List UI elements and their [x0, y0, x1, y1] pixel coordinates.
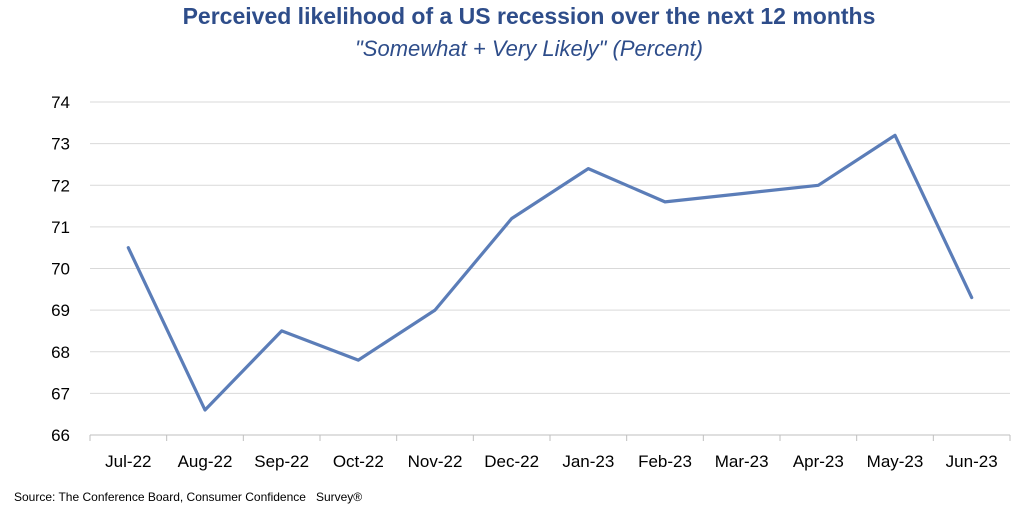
x-tick-label: Apr-23 — [793, 452, 844, 471]
x-axis — [89, 434, 1011, 441]
series-lines — [126, 133, 974, 412]
gridlines — [90, 101, 1010, 394]
x-tick-label: Aug-22 — [178, 452, 233, 471]
x-tick-label: May-23 — [867, 452, 924, 471]
y-tick-label: 72 — [51, 176, 70, 195]
series-line — [126, 133, 974, 412]
x-tick-label: Jan-23 — [562, 452, 614, 471]
y-tick-label: 70 — [51, 260, 70, 279]
y-tick-label: 73 — [51, 135, 70, 154]
source-note: Source: The Conference Board, Consumer C… — [14, 490, 363, 504]
y-tick-label: 71 — [51, 218, 70, 237]
x-tick-label: Sep-22 — [254, 452, 309, 471]
x-tick-label: Dec-22 — [484, 452, 539, 471]
x-tick-label: Jul-22 — [105, 452, 151, 471]
y-tick-label: 67 — [51, 384, 70, 403]
x-tick-label: Feb-23 — [638, 452, 692, 471]
y-tick-label: 74 — [51, 93, 70, 112]
x-tick-label: Jun-23 — [946, 452, 998, 471]
y-tick-label: 68 — [51, 343, 70, 362]
x-tick-label: Oct-22 — [333, 452, 384, 471]
y-axis-tick-labels: 66 67 68 69 70 71 72 73 74 — [51, 93, 70, 445]
chart-subtitle: "Somewhat + Very Likely" (Percent) — [355, 36, 703, 61]
y-tick-label: 66 — [51, 426, 70, 445]
y-tick-label: 69 — [51, 301, 70, 320]
x-axis-tick-labels: Jul-22 Aug-22 Sep-22 Oct-22 Nov-22 Dec-22 Jan-… — [105, 452, 997, 471]
x-tick-label: Mar-23 — [715, 452, 769, 471]
chart-title: Perceived likelihood of a US recession o… — [182, 3, 876, 29]
x-tick-label: Nov-22 — [408, 452, 463, 471]
